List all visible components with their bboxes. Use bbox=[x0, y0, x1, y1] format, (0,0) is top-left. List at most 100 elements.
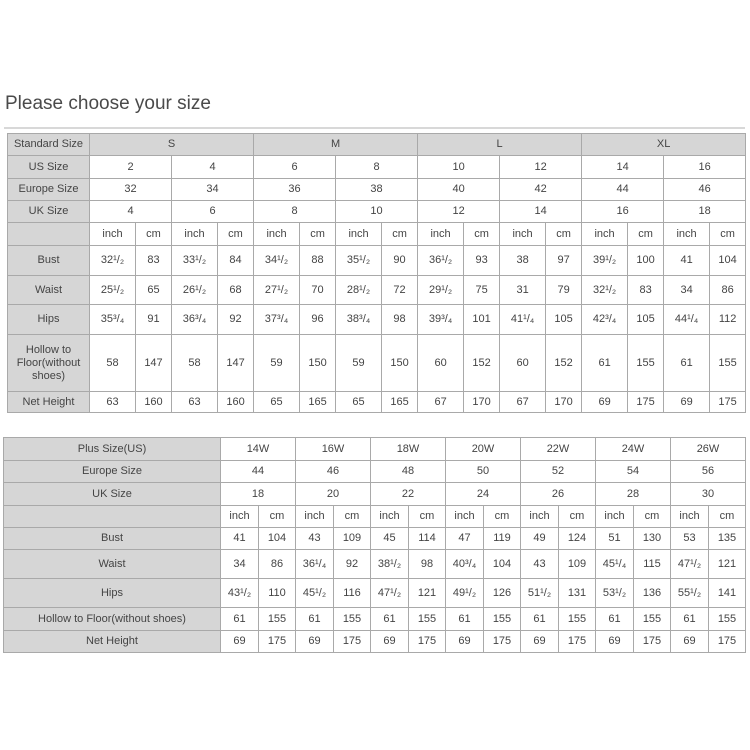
measure-value: 83 bbox=[627, 275, 665, 305]
measure-row: Bust 41 104 43 109 45 114 47 119 49 124 51 130 53 135 bbox=[3, 527, 746, 550]
measure-value: 124 bbox=[558, 527, 596, 550]
measure-value: 49 bbox=[520, 527, 559, 550]
measure-value: 130 bbox=[633, 527, 671, 550]
row-label: US Size bbox=[7, 155, 90, 179]
unit-label: inch bbox=[663, 222, 711, 246]
size-value: 4 bbox=[170, 155, 255, 179]
measure-value: 37³/₄ bbox=[253, 304, 301, 335]
measure-value: 61 bbox=[595, 607, 634, 631]
measure-value: 101 bbox=[463, 304, 501, 335]
unit-label: inch bbox=[89, 222, 136, 246]
unit-label: inch bbox=[171, 222, 218, 246]
measure-value: 39³/₄ bbox=[417, 304, 465, 335]
measure-value: 147 bbox=[135, 334, 172, 392]
measure-value: 61 bbox=[670, 607, 709, 631]
measure-value: 67 bbox=[499, 391, 547, 413]
row-label: Europe Size bbox=[3, 460, 221, 483]
measure-value: 29¹/₂ bbox=[417, 275, 465, 305]
measure-value: 135 bbox=[708, 527, 746, 550]
size-value: 36 bbox=[253, 178, 337, 201]
size-value: 18 bbox=[663, 200, 747, 223]
measure-value: 63 bbox=[171, 391, 218, 413]
row-label: Plus Size(US) bbox=[3, 437, 221, 461]
measure-value: 61 bbox=[445, 607, 484, 631]
measure-value: 98 bbox=[408, 549, 446, 579]
unit-label: cm bbox=[381, 222, 419, 246]
measure-value: 69 bbox=[663, 391, 711, 413]
unit-label: inch bbox=[581, 222, 629, 246]
measure-value: 47 bbox=[445, 527, 484, 550]
measure-value: 105 bbox=[627, 304, 665, 335]
size-value: 10 bbox=[335, 200, 419, 223]
unit-label: cm bbox=[135, 222, 172, 246]
row-label: Hips bbox=[3, 578, 221, 608]
size-value: 14 bbox=[581, 155, 665, 179]
standard-size-table: Standard Size S M L XL US Size 2 4 6 8 10 12 14 16 Eur… bbox=[7, 133, 747, 413]
unit-label: inch bbox=[295, 505, 334, 528]
measure-value: 155 bbox=[408, 607, 446, 631]
row-label: Bust bbox=[3, 527, 221, 550]
measure-value: 36¹/₄ bbox=[295, 549, 334, 579]
size-value: 34 bbox=[170, 178, 255, 201]
size-value: 16 bbox=[581, 200, 665, 223]
measure-value: 58 bbox=[89, 334, 136, 392]
measure-value: 155 bbox=[258, 607, 296, 631]
size-value: 52 bbox=[520, 460, 596, 483]
measure-value: 34 bbox=[663, 275, 711, 305]
unit-label: cm bbox=[558, 505, 596, 528]
measure-value: 43 bbox=[295, 527, 334, 550]
measure-value: 67 bbox=[417, 391, 465, 413]
measure-value: 155 bbox=[333, 607, 371, 631]
size-value: 26 bbox=[520, 482, 596, 506]
unit-label: inch bbox=[445, 505, 484, 528]
size-row: UK Size 18 20 22 24 26 28 30 bbox=[3, 482, 746, 506]
unit-label: cm bbox=[463, 222, 501, 246]
size-value: 22W bbox=[520, 437, 596, 461]
measure-value: 175 bbox=[708, 630, 746, 653]
size-row: Europe Size 44 46 48 50 52 54 56 bbox=[3, 460, 746, 483]
size-value: 8 bbox=[335, 155, 419, 179]
measure-value: 175 bbox=[258, 630, 296, 653]
measure-value: 126 bbox=[483, 578, 521, 608]
measure-value: 131 bbox=[558, 578, 596, 608]
size-value: 42 bbox=[499, 178, 583, 201]
measure-value: 59 bbox=[253, 334, 301, 392]
size-value: 24 bbox=[445, 482, 521, 506]
row-label: Bust bbox=[7, 245, 90, 276]
size-value: 8 bbox=[253, 200, 337, 223]
measure-row: Hollow to Floor(without shoes) 61 155 61 155… bbox=[3, 607, 746, 631]
measure-value: 69 bbox=[220, 630, 259, 653]
measure-value: 28¹/₂ bbox=[335, 275, 383, 305]
size-value: 14W bbox=[220, 437, 296, 461]
measure-value: 51 bbox=[595, 527, 634, 550]
measure-value: 136 bbox=[633, 578, 671, 608]
measure-value: 69 bbox=[445, 630, 484, 653]
measure-value: 43¹/₂ bbox=[220, 578, 259, 608]
measure-value: 53¹/₂ bbox=[595, 578, 634, 608]
size-value: 16 bbox=[663, 155, 747, 179]
measure-value: 170 bbox=[545, 391, 583, 413]
measure-value: 152 bbox=[545, 334, 583, 392]
measure-value: 98 bbox=[381, 304, 419, 335]
size-value: 16W bbox=[295, 437, 371, 461]
row-label: Waist bbox=[3, 549, 221, 579]
measure-value: 121 bbox=[708, 549, 746, 579]
size-value: 50 bbox=[445, 460, 521, 483]
size-group-header: S bbox=[88, 133, 255, 156]
row-label: Europe Size bbox=[7, 178, 90, 201]
measure-value: 61 bbox=[295, 607, 334, 631]
measure-value: 32¹/₂ bbox=[581, 275, 629, 305]
measure-value: 41 bbox=[220, 527, 259, 550]
measure-value: 141 bbox=[708, 578, 746, 608]
measure-value: 69 bbox=[670, 630, 709, 653]
measure-value: 31 bbox=[499, 275, 547, 305]
measure-value: 175 bbox=[709, 391, 747, 413]
plus-size-table: Plus Size(US) 14W 16W 18W 20W 22W 24W 26W Europe… bbox=[3, 437, 746, 653]
measure-value: 119 bbox=[483, 527, 521, 550]
measure-value: 115 bbox=[633, 549, 671, 579]
measure-value: 104 bbox=[483, 549, 521, 579]
size-row: Plus Size(US) 14W 16W 18W 20W 22W 24W 26W bbox=[3, 437, 746, 461]
row-label-empty bbox=[3, 505, 221, 528]
measure-value: 110 bbox=[258, 578, 296, 608]
row-label: Net Height bbox=[7, 391, 90, 413]
